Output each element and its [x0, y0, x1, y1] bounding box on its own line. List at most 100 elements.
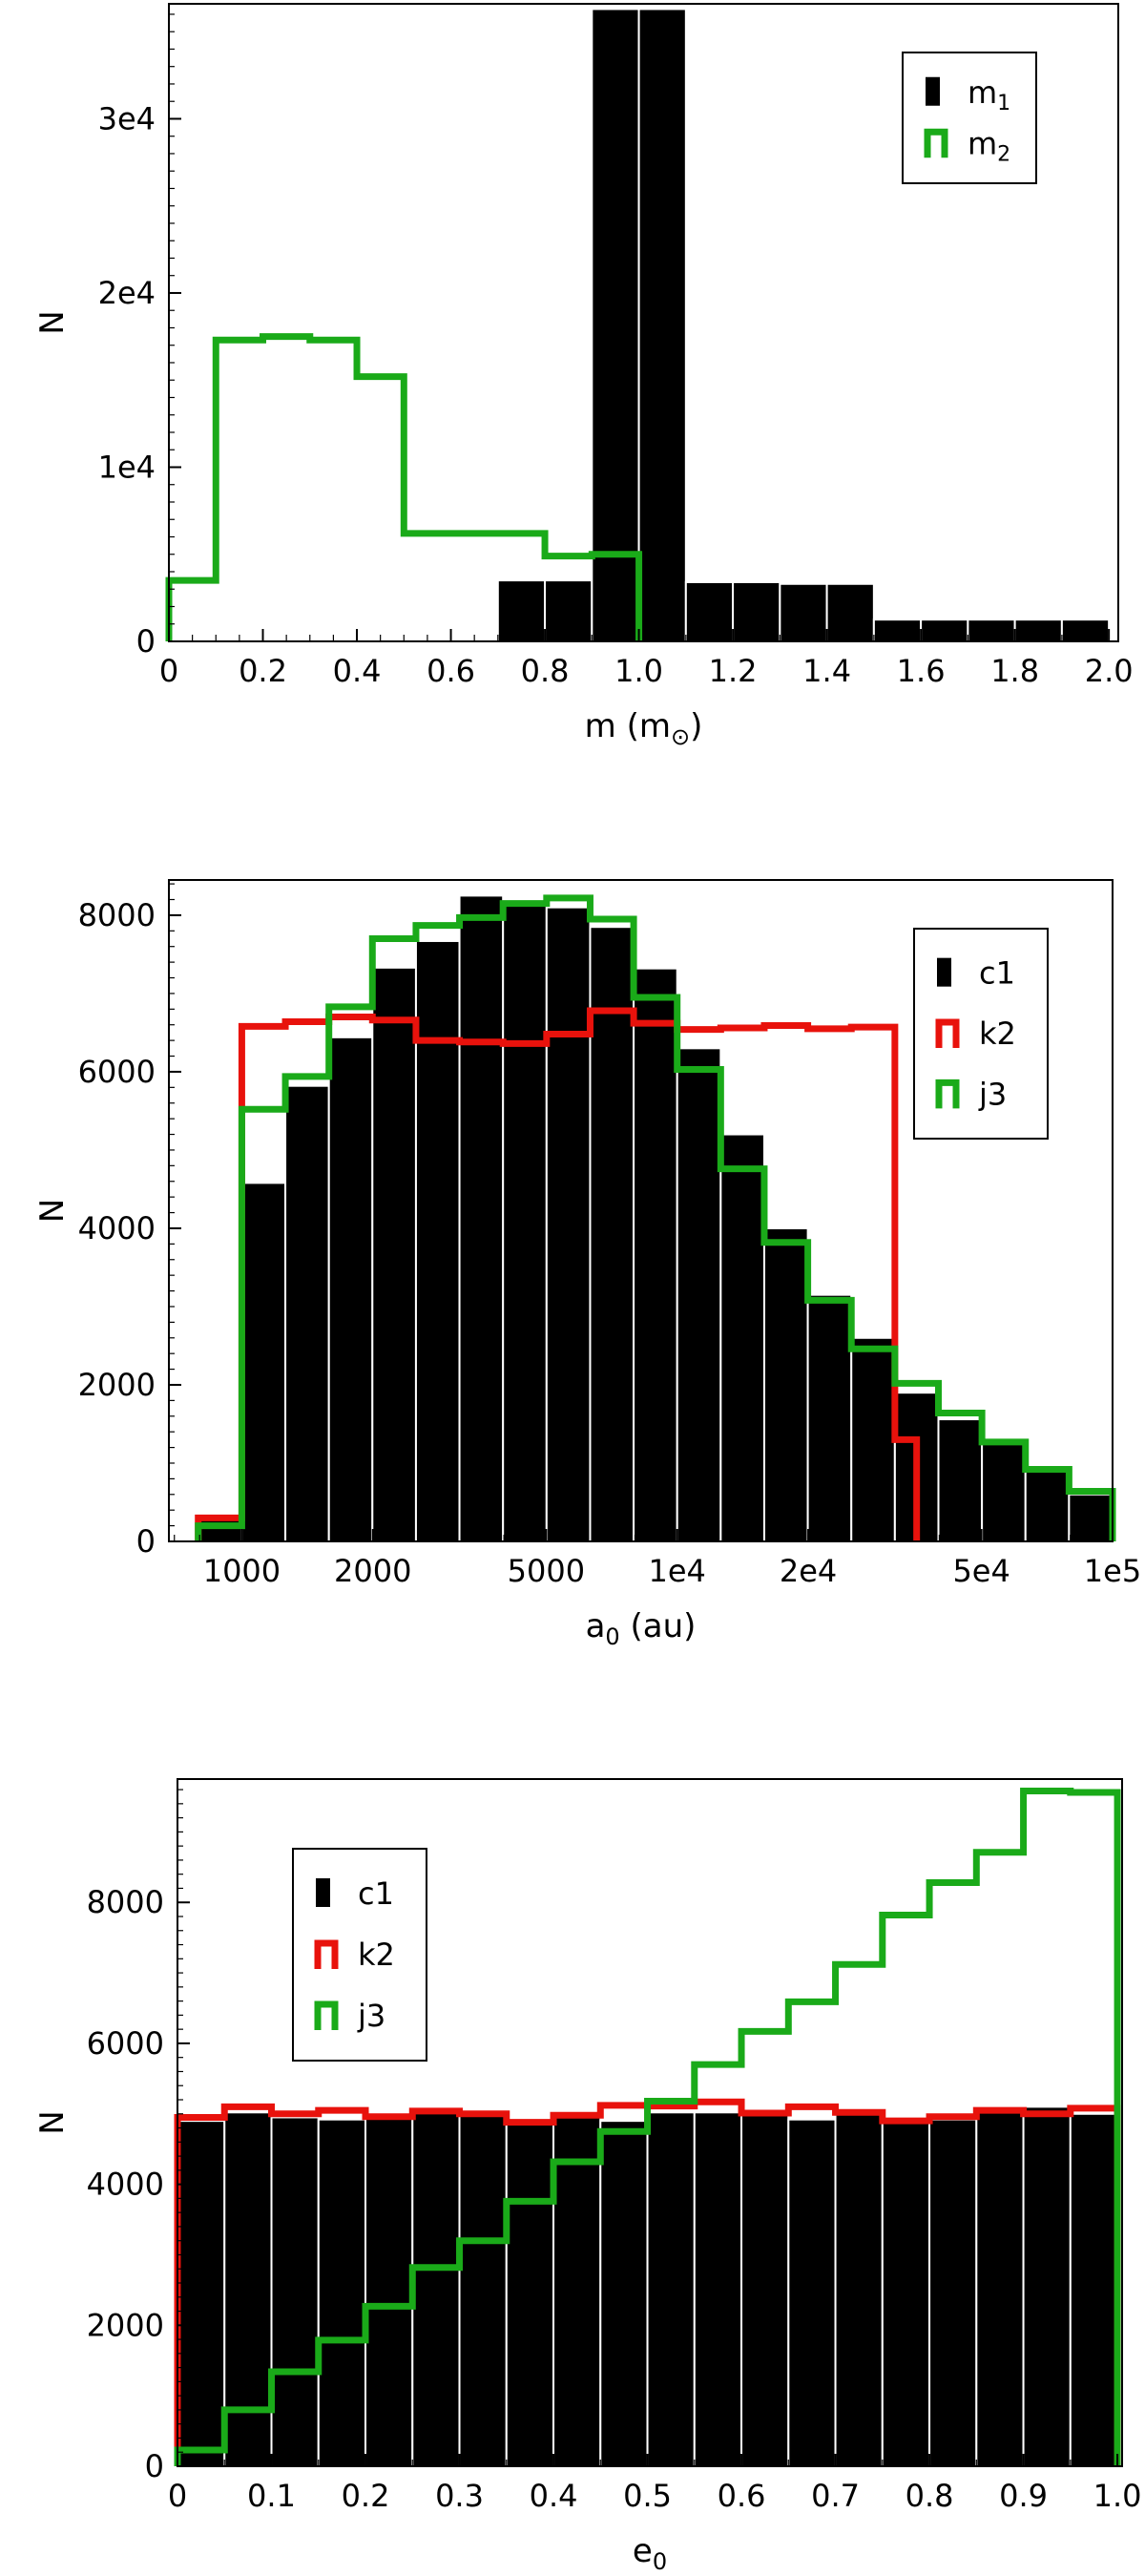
- histogram-bar: [806, 1293, 853, 1543]
- plot-frame: [168, 879, 1114, 1542]
- x-tick-label: 1.0: [1093, 2478, 1142, 2514]
- y-tick-label: 8000: [78, 897, 156, 933]
- x-tick-label: 2.0: [1085, 653, 1134, 689]
- histogram-bar: [599, 2120, 649, 2467]
- x-tick-label: 0.5: [623, 2478, 672, 2514]
- histogram-bar: [825, 582, 875, 643]
- plot-frame: [177, 1778, 1123, 2467]
- histogram-bar: [270, 2116, 320, 2467]
- legend-label: c1: [358, 1875, 394, 1912]
- x-tick-label: 0.3: [435, 2478, 484, 2514]
- legend-box: [902, 52, 1037, 184]
- x-tick-label: 0.6: [427, 653, 475, 689]
- legend-swatch: [314, 1939, 339, 1969]
- histogram-bar: [177, 2120, 226, 2467]
- x-tick-label: 1.0: [614, 653, 663, 689]
- x-axis-label: a0 (au): [586, 1607, 697, 1650]
- x-tick-label: 1e4: [649, 1553, 706, 1589]
- legend-label: k2: [979, 1016, 1016, 1052]
- histogram-bar: [1068, 1493, 1114, 1543]
- x-tick-label: 1.4: [802, 653, 851, 689]
- x-tick-label: 1000: [203, 1553, 281, 1589]
- legend-swatch: [314, 2000, 339, 2030]
- step-series-1: [195, 1007, 921, 1541]
- legend-label: c1: [979, 955, 1015, 992]
- histogram-bar: [317, 2118, 367, 2467]
- x-tick-label: 0: [168, 2478, 187, 2514]
- step-series-2: [195, 894, 1116, 1541]
- mass-histogram-panel: 0 1e4 2e4 3e4 0 0.2 0.4 0.6 0.8 1.0 1.2 1.4 1.6 1.8 2.…: [33, 3, 1134, 750]
- histogram-bar: [646, 2111, 696, 2468]
- x-tick-label: 1.6: [897, 653, 946, 689]
- legend-label: k2: [358, 1937, 395, 1973]
- histogram-bar: [364, 2116, 414, 2467]
- x-tick-label: 1.8: [990, 653, 1039, 689]
- plot-frame: [168, 3, 1119, 642]
- histogram-bar: [740, 2112, 790, 2468]
- y-tick-label: 2e4: [98, 275, 156, 311]
- legend-swatch: [316, 1878, 330, 1907]
- legend-swatch: [926, 76, 940, 106]
- y-tick-label: 1e4: [98, 449, 156, 485]
- histogram-bar: [732, 580, 781, 643]
- x-tick-label: 0.8: [906, 2478, 954, 2514]
- legend-label: m1: [968, 74, 1010, 115]
- x-tick-label: 0.2: [342, 2478, 390, 2514]
- x-tick-label: 0.6: [718, 2478, 766, 2514]
- histogram-bar: [975, 2108, 1025, 2468]
- histogram-bar: [544, 579, 593, 642]
- histogram-bar: [762, 1226, 809, 1542]
- histogram-bar: [637, 8, 687, 643]
- semimajor-axis-histogram-panel: 0 2000 4000 6000 8000 1000 2000 5000 1e4 2e4 5e4 1e…: [33, 879, 1141, 1650]
- x-axis-label: e0: [633, 2532, 667, 2575]
- x-tick-label: 5e4: [952, 1553, 1010, 1589]
- histogram-bar: [505, 2120, 555, 2467]
- x-tick-label: 0.1: [247, 2478, 296, 2514]
- histogram-bar: [284, 1084, 330, 1542]
- histogram-bar: [684, 580, 735, 643]
- legend-label: m2: [968, 125, 1010, 166]
- histogram-bar: [327, 1036, 374, 1542]
- x-tick-label: 0.4: [333, 653, 382, 689]
- histogram-bar: [414, 939, 461, 1542]
- x-tick-label: 0: [159, 653, 178, 689]
- x-axis-label: m (m⊙): [585, 707, 703, 750]
- legend-label: j3: [978, 1076, 1007, 1112]
- y-tick-label: 2000: [87, 2307, 164, 2343]
- y-tick-label: 8000: [87, 1884, 164, 1920]
- x-tick-label: 0.8: [521, 653, 570, 689]
- y-tick-label: 4000: [87, 2167, 164, 2203]
- legend-swatch: [937, 957, 951, 987]
- histogram-bar: [458, 894, 505, 1542]
- x-tick-label: 2e4: [780, 1553, 837, 1589]
- histogram-bar: [458, 2114, 508, 2467]
- y-tick-label: 2000: [78, 1367, 156, 1403]
- histogram-bar: [545, 906, 592, 1542]
- histogram-bar: [1022, 2105, 1072, 2467]
- legend-swatch: [924, 128, 948, 158]
- histogram-bar: [411, 2112, 461, 2468]
- histogram-bar: [779, 582, 828, 643]
- y-tick-label: 6000: [78, 1054, 156, 1090]
- histogram-bar: [371, 966, 417, 1542]
- histogram-bar: [881, 2119, 931, 2467]
- y-axis-label: N: [33, 1199, 72, 1223]
- x-tick-label: 0.2: [239, 653, 287, 689]
- histogram-bar: [502, 902, 548, 1542]
- y-axis-label: N: [33, 310, 72, 334]
- y-tick-label: 0: [136, 623, 156, 660]
- histogram-bar: [240, 1182, 287, 1542]
- histogram-bar: [981, 1442, 1027, 1542]
- x-tick-label: 1.2: [709, 653, 758, 689]
- histogram-bar: [1069, 2112, 1119, 2468]
- histogram-bar: [589, 926, 635, 1542]
- histogram-bar: [496, 579, 547, 642]
- histogram-bar: [850, 1336, 896, 1543]
- y-tick-label: 0: [136, 1523, 156, 1560]
- legend-swatch: [935, 1018, 960, 1048]
- histogram-bar: [552, 2111, 602, 2468]
- histogram-bar: [719, 1133, 765, 1543]
- x-tick-label: 2000: [334, 1553, 411, 1589]
- y-tick-label: 6000: [87, 2025, 164, 2062]
